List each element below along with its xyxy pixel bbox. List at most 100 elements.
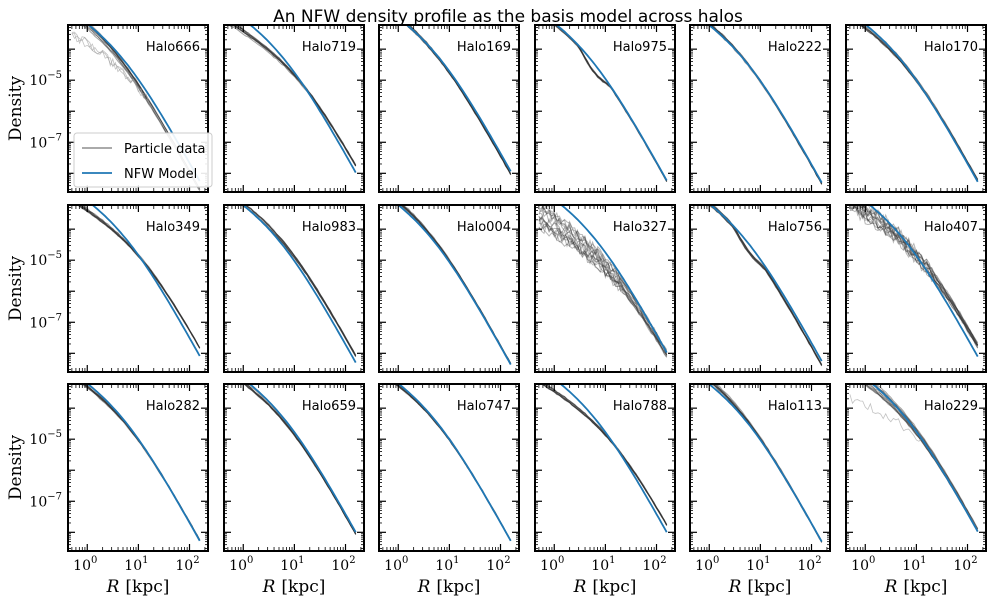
plot-area <box>849 205 979 358</box>
particle-data-line <box>860 205 979 346</box>
panel-halo747: Halo747 100 101 102 R [kpc] <box>378 383 520 597</box>
particle-data-line <box>541 384 668 526</box>
particle-data-line <box>553 25 668 182</box>
halo-label: Halo004 <box>457 220 511 235</box>
particle-data-line <box>241 205 357 357</box>
halo-label: Halo983 <box>302 220 356 235</box>
x-tick-label: 100 <box>695 555 719 574</box>
particle-data-line <box>708 205 823 366</box>
particle-data-line <box>709 25 823 184</box>
nfw-model-line <box>868 205 979 358</box>
x-tick-label: 101 <box>124 555 148 574</box>
nfw-model-line <box>709 205 823 362</box>
particle-data-line <box>709 25 823 185</box>
panel-halo788: Halo788 100 101 102 R [kpc] <box>534 383 676 597</box>
halo-label: Halo169 <box>457 40 511 55</box>
nfw-model-line <box>396 205 512 366</box>
particle-data-line <box>711 205 823 366</box>
particle-data-line <box>863 384 979 532</box>
particle-data-line <box>544 384 668 526</box>
x-axis-label: R [kpc] <box>884 577 948 597</box>
plot-area <box>540 384 668 533</box>
particle-data-line <box>849 206 979 349</box>
x-tick-label: 101 <box>746 555 770 574</box>
particle-data-line <box>850 205 979 349</box>
particle-data-line <box>76 205 201 349</box>
particle-data-line <box>714 384 823 543</box>
particle-data-line <box>538 215 668 357</box>
plot-area <box>707 25 823 185</box>
plot-area <box>405 25 512 176</box>
x-tick-label: 101 <box>280 555 304 574</box>
particle-data-line <box>245 205 357 356</box>
particle-data-line <box>245 384 357 535</box>
particle-data-line <box>400 205 512 365</box>
y-tick-label: 10−5 <box>29 250 62 269</box>
particle-data-line <box>401 205 512 364</box>
particle-data-line <box>865 25 979 180</box>
particle-data-line <box>538 212 668 356</box>
plot-area <box>858 25 979 183</box>
halo-label: Halo222 <box>768 40 822 55</box>
particle-data-line <box>864 384 979 531</box>
y-tick-label: 10−7 <box>29 491 62 510</box>
particle-data-line <box>538 206 668 353</box>
particle-data-line <box>556 25 668 182</box>
panel-halo222: Halo222 <box>689 24 831 193</box>
x-tick-label: 100 <box>851 555 875 574</box>
particle-data-line <box>406 25 512 175</box>
nfw-model-line <box>241 205 357 364</box>
particle-data-line <box>232 25 357 167</box>
halo-label: Halo282 <box>146 399 200 414</box>
x-axis-label: R [kpc] <box>417 577 481 597</box>
particle-data-line <box>861 205 979 344</box>
particle-data-line <box>233 25 357 167</box>
particle-data-line <box>850 205 979 346</box>
x-tick-label: 102 <box>175 555 199 574</box>
legend-label: Particle data <box>124 142 205 157</box>
panel-halo169: Halo169 <box>378 24 520 193</box>
panel-halo659: Halo659 100 101 102 R [kpc] <box>223 383 365 597</box>
particle-data-line <box>873 384 979 530</box>
particle-data-line <box>862 384 979 532</box>
particle-data-line <box>555 25 668 181</box>
nfw-model-line <box>871 384 979 533</box>
halo-label: Halo756 <box>768 220 822 235</box>
particle-data-line <box>714 384 823 542</box>
particle-data-line <box>401 205 512 364</box>
nfw-model-line <box>707 384 823 543</box>
x-tick-label: 100 <box>540 555 564 574</box>
particle-data-line <box>715 384 823 542</box>
particle-data-line <box>77 205 201 349</box>
particle-data-line <box>228 25 357 167</box>
nfw-model-line <box>707 25 823 184</box>
x-tick-label: 102 <box>953 555 977 574</box>
particle-data-line <box>712 384 823 542</box>
particle-data-line <box>243 384 357 535</box>
panel-halo170: Halo170 <box>845 24 987 193</box>
particle-data-line <box>244 384 357 535</box>
nfw-model-line <box>405 25 512 172</box>
particle-data-line <box>244 205 357 356</box>
particle-data-line <box>233 25 357 166</box>
particle-data-line <box>849 206 979 347</box>
nfw-model-line <box>555 25 668 181</box>
x-tick-label: 100 <box>73 555 97 574</box>
particle-data-line <box>709 205 823 367</box>
particle-data-line <box>401 205 512 365</box>
particle-data-line <box>232 25 357 167</box>
panel-halo983: Halo983 <box>223 204 365 373</box>
particle-data-line <box>406 25 512 175</box>
legend-label: NFW Model <box>124 167 197 182</box>
plot-area <box>538 205 668 358</box>
y-axis-label: Density <box>6 255 26 321</box>
particle-data-line <box>408 25 512 175</box>
x-axis-label: R [kpc] <box>573 577 637 597</box>
particle-data-line <box>401 205 512 364</box>
nfw-model-line <box>864 25 979 183</box>
particle-data-line <box>244 384 357 535</box>
